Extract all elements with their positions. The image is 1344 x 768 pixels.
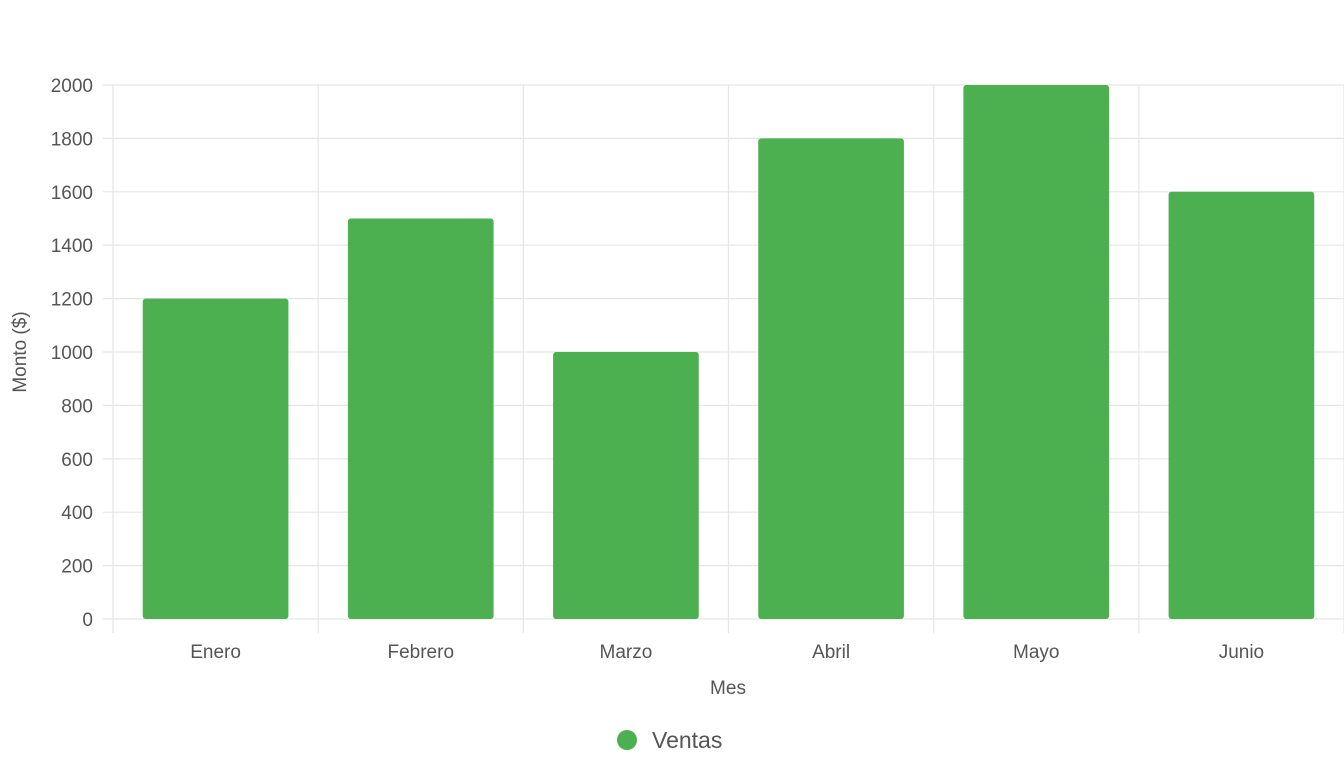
y-axis-title: Monto ($) <box>10 311 31 392</box>
y-tick-label: 800 <box>61 396 93 417</box>
legend-label-ventas: Ventas <box>652 727 722 753</box>
x-tick-label: Mayo <box>1013 642 1059 663</box>
y-tick-labels: 0 200 400 600 800 1000 1200 1400 1600 1800 2000 <box>51 76 93 631</box>
bar-enero[interactable] <box>142 298 289 619</box>
legend[interactable]: Ventas <box>617 727 722 753</box>
x-tick-labels: Enero Febrero Marzo Abril Mayo Junio <box>190 642 1264 663</box>
y-tick-label: 400 <box>61 503 93 524</box>
bar-junio[interactable] <box>1168 191 1315 620</box>
bar-febrero[interactable] <box>347 218 494 620</box>
bar-marzo[interactable] <box>553 352 699 619</box>
y-tick-label: 1200 <box>51 290 93 311</box>
bar-mayo[interactable] <box>963 85 1110 619</box>
y-tick-label: 200 <box>61 557 93 578</box>
y-tick-label: 2000 <box>51 76 93 97</box>
grid-lines <box>103 84 1344 633</box>
x-tick-label: Abril <box>812 642 850 663</box>
y-tick-label: 0 <box>82 610 93 631</box>
legend-swatch-ventas <box>617 730 637 750</box>
x-tick-label: Junio <box>1219 642 1264 663</box>
y-tick-label: 1600 <box>51 183 93 204</box>
y-tick-label: 1800 <box>51 129 93 150</box>
x-axis-title: Mes <box>710 678 746 699</box>
x-tick-label: Febrero <box>387 642 454 663</box>
y-tick-label: 600 <box>61 450 93 471</box>
bars <box>142 85 1315 620</box>
y-tick-label: 1000 <box>51 343 93 364</box>
y-tick-label: 1400 <box>51 236 93 257</box>
x-tick-label: Marzo <box>600 642 653 663</box>
bar-abril[interactable] <box>758 138 904 619</box>
x-tick-label: Enero <box>190 642 241 663</box>
